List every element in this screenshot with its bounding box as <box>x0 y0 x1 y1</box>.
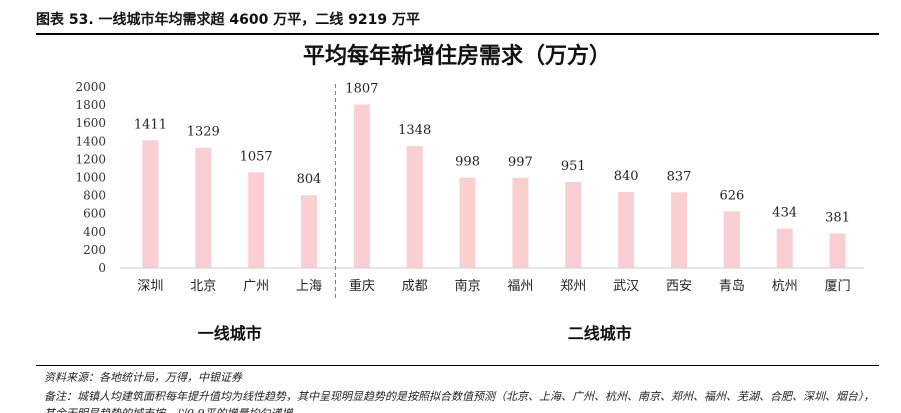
bar <box>671 192 687 268</box>
group-labels: 一线城市 二线城市 <box>198 84 632 343</box>
bar <box>723 211 740 268</box>
x-tick-label: 郑州 <box>560 279 586 294</box>
y-tick-label: 0 <box>98 261 106 275</box>
x-tick-label: 杭州 <box>772 279 798 294</box>
bar <box>406 146 423 268</box>
x-axis: 深圳 北京 广州 上海 重庆 成都 南京 福州 郑州 武汉 西安 青岛 杭州 厦门 <box>120 267 864 294</box>
x-tick-label: 福州 <box>507 279 533 294</box>
x-tick-label: 西安 <box>666 279 692 294</box>
data-label: 997 <box>508 155 533 170</box>
data-label: 998 <box>455 155 480 170</box>
y-tick-label: 600 <box>83 207 106 221</box>
bar <box>776 228 793 268</box>
data-label: 1807 <box>345 81 378 96</box>
x-tick-label: 北京 <box>190 279 216 294</box>
data-label: 381 <box>825 211 850 226</box>
y-tick-label: 2000 <box>75 80 106 94</box>
bar <box>301 195 317 268</box>
x-tick-label: 青岛 <box>719 278 745 294</box>
bar <box>195 147 212 268</box>
y-tick-label: 1000 <box>75 171 106 185</box>
data-label: 434 <box>772 206 797 221</box>
data-label: 1057 <box>240 149 273 164</box>
data-label: 1411 <box>134 117 167 132</box>
bar <box>618 191 635 268</box>
y-tick-label: 1600 <box>75 116 106 130</box>
bars-group: 1411 1329 1057 804 1807 1348 998 997 951 840 837 62… <box>134 81 850 269</box>
x-tick-label: 武汉 <box>613 279 639 294</box>
bar-chart: 平均每年新增住房需求（万方） 0 200 400 600 800 1000 1200 1400… <box>75 43 864 343</box>
data-label: 1348 <box>398 123 431 138</box>
x-tick-label: 深圳 <box>137 279 163 294</box>
x-tick-label: 广州 <box>243 279 269 294</box>
y-tick-label: 800 <box>83 189 106 203</box>
source-text: 资料来源：各地统计局，万得，中银证券 <box>44 371 242 384</box>
data-label: 1329 <box>187 125 220 140</box>
x-tick-label: 厦门 <box>825 279 851 294</box>
bar <box>353 104 370 269</box>
y-tick-label: 400 <box>83 225 106 239</box>
figure-caption: 图表 53. 一线城市年均需求超 4600 万平，二线 9219 万平 <box>36 12 420 28</box>
data-label: 837 <box>667 169 692 184</box>
bar <box>565 181 582 268</box>
data-label: 840 <box>614 169 639 184</box>
chart-title: 平均每年新增住房需求（万方） <box>303 43 611 69</box>
data-label: 951 <box>561 159 586 174</box>
y-axis: 0 200 400 600 800 1000 1200 1400 1600 1800 2000 <box>75 80 106 275</box>
group-label: 二线城市 <box>568 324 632 343</box>
top-rule <box>36 33 879 35</box>
group-label: 一线城市 <box>198 324 262 343</box>
data-label: 804 <box>297 172 322 187</box>
x-tick-label: 上海 <box>296 279 322 294</box>
x-tick-label: 重庆 <box>349 278 375 294</box>
x-tick-label: 南京 <box>455 278 481 294</box>
data-label: 626 <box>719 188 744 203</box>
y-tick-label: 200 <box>83 243 106 257</box>
y-tick-label: 1400 <box>75 134 106 148</box>
x-tick-label: 成都 <box>402 279 428 294</box>
chart-area: 平均每年新增住房需求（万方） 0 200 400 600 800 1000 1200 1400… <box>36 36 879 364</box>
bar <box>829 233 846 268</box>
bar <box>512 177 529 268</box>
note-text: 备注：城镇人均建筑面积每年提升值均为线性趋势，其中呈现明显趋势的是按照拟合数值预… <box>44 390 875 413</box>
y-tick-label: 1200 <box>75 152 106 166</box>
bar <box>459 177 476 268</box>
bar <box>142 140 159 268</box>
bottom-rule <box>36 365 879 366</box>
bar <box>248 172 265 268</box>
y-tick-label: 1800 <box>75 98 106 112</box>
